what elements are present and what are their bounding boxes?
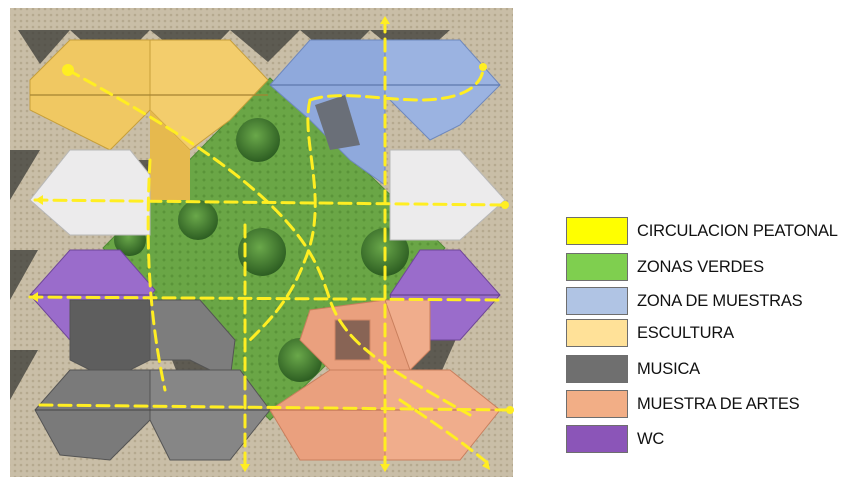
legend-label-music: MUSICA [637,360,700,378]
legend-label-sculpture: ESCULTURA [637,324,734,342]
legend-label-circulation: CIRCULACION PEATONAL [637,222,838,240]
legend-swatch-samples [566,287,628,315]
circulation-paths [28,18,512,472]
legend-item-green: ZONAS VERDES [566,253,854,283]
legend-label-samples: ZONA DE MUESTRAS [637,292,803,310]
white-buildings [29,149,506,241]
legend-item-music: MUSICA [566,355,854,385]
arts-buildings [269,299,501,461]
legend-item-circulation: CIRCULACION PEATONAL [566,217,854,247]
legend-swatch-circulation [566,217,628,245]
legend-label-green: ZONAS VERDES [637,258,764,276]
legend-swatch-wc [566,425,628,453]
legend-swatch-green [566,253,628,281]
music-buildings [34,299,271,461]
legend-label-wc: WC [637,430,665,448]
legend-item-sculpture: ESCULTURA [566,319,854,349]
path-endpoints [30,16,514,472]
sculpture-buildings [29,39,269,200]
legend-item-samples: ZONA DE MUESTRAS [566,287,854,317]
site-plan-render [10,8,514,477]
legend-item-wc: WC [566,425,854,455]
samples-buildings [269,39,501,186]
legend-label-arts: MUESTRA DE ARTES [637,395,800,413]
legend-item-arts: MUESTRA DE ARTES [566,390,854,420]
legend-swatch-arts [566,390,628,418]
legend-swatch-music [566,355,628,383]
legend-swatch-sculpture [566,319,628,347]
